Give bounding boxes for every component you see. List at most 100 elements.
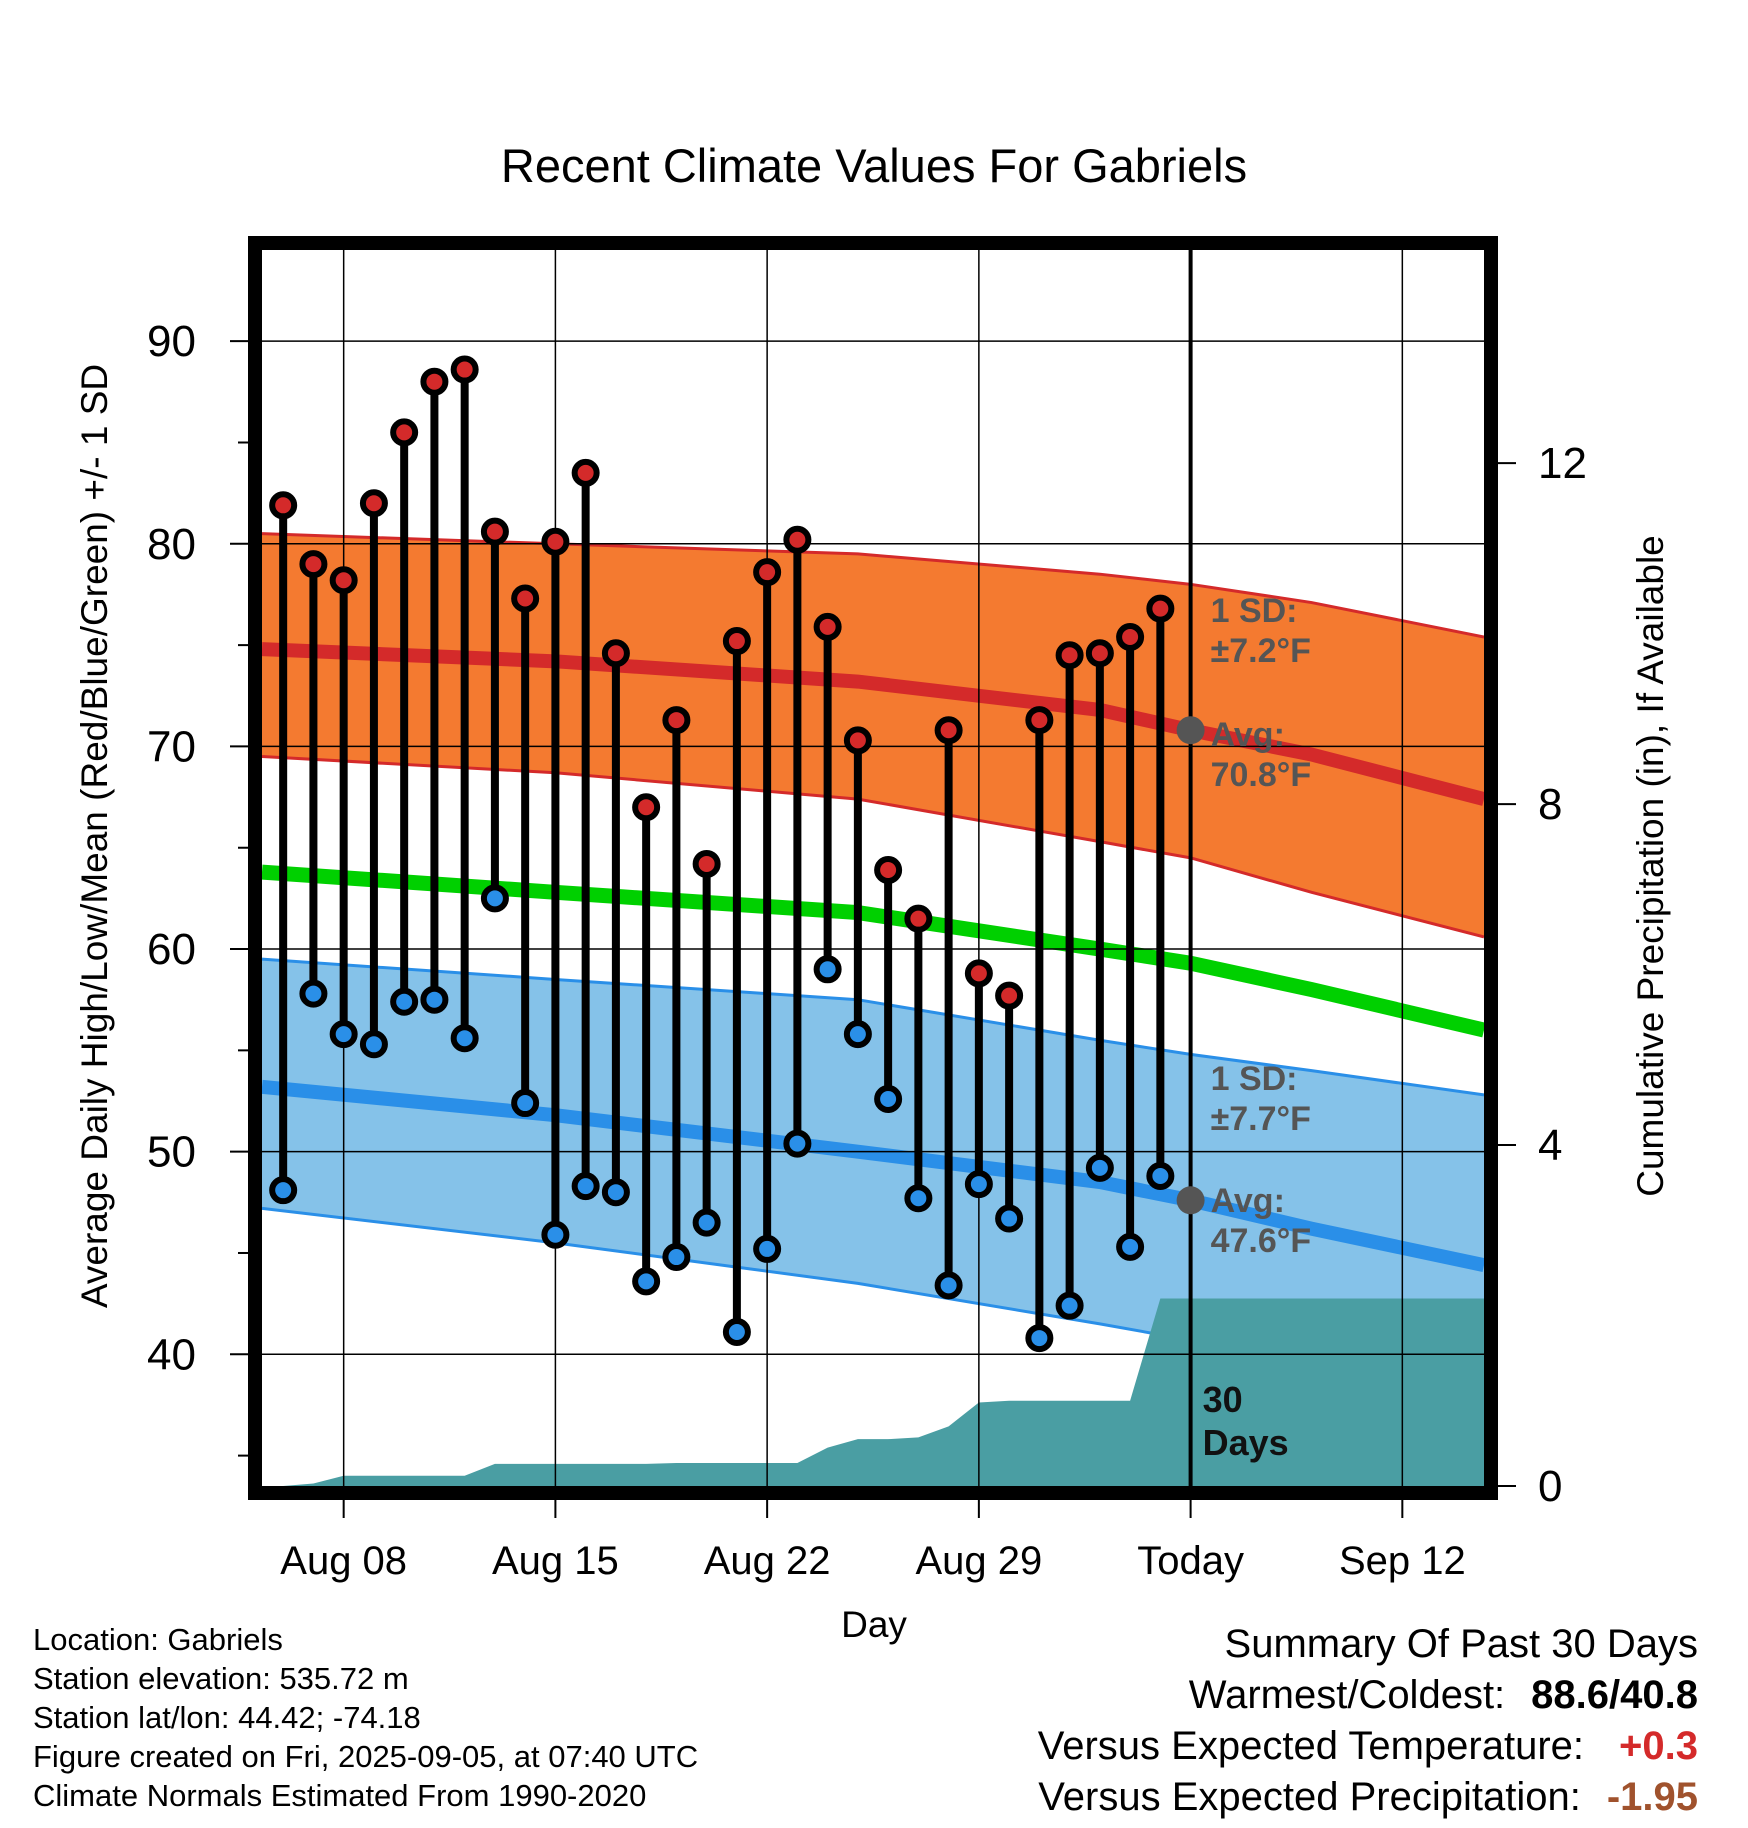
high-sd-value: ±7.2°F [1211,632,1311,670]
high-point [874,856,903,885]
high-point [995,981,1024,1010]
summary-heading: Summary Of Past 30 Days [1224,1622,1698,1666]
warmest-coldest-label: Warmest/Coldest: [1188,1673,1506,1717]
precip-anomaly-label: Versus Expected Precipitation: [1038,1775,1581,1819]
low-point [874,1084,903,1113]
low-point [541,1220,570,1249]
high-point [783,525,812,554]
y-tick-label: 60 [147,925,196,974]
latlon-text: Station lat/lon: 44.42; -74.18 [33,1700,421,1735]
x-tick-label: Aug 22 [704,1539,831,1583]
high-avg-value: 70.8°F [1211,756,1312,794]
high-point [269,491,298,520]
high-point [1116,623,1145,652]
y-tick-label: 50 [147,1128,196,1177]
x-tick-label: Aug 08 [280,1539,407,1583]
high-point [662,706,691,735]
warmest-coldest-value: 88.6/40.8 [1531,1673,1698,1717]
y2-axis-label: Cumulative Precipitation (in), If Availa… [1630,535,1671,1197]
high-point [722,627,751,656]
low-sd-band [262,959,1484,1403]
station-info: Location: Gabriels Station elevation: 53… [33,1620,698,1815]
low-point [571,1172,600,1201]
high-point [753,558,782,587]
low-point [1085,1153,1114,1182]
normals-text: Climate Normals Estimated From 1990-2020 [33,1778,647,1813]
x-tick-label: Sep 12 [1339,1539,1466,1583]
high-point [601,639,630,668]
high-point [420,367,449,396]
precip-anomaly-value: -1.95 [1606,1775,1698,1819]
high-point [904,904,933,933]
low-point [783,1129,812,1158]
high-point [1025,706,1054,735]
low-point [359,1030,388,1059]
today-low-normal-marker [1176,1186,1205,1215]
y-tick-label: 90 [147,317,196,366]
axes: 40 50 60 70 80 90 0 4 8 12 Aug 08 Aug 15 Aug 22 Aug 2… [147,236,1587,1583]
low-point [601,1178,630,1207]
high-sd-band [262,533,1484,937]
high-point [813,612,842,641]
high-point [390,418,419,447]
high-avg-label: Avg: [1211,716,1285,754]
created-text: Figure created on Fri, 2025-09-05, at 07… [33,1739,699,1774]
y-tick-label: 40 [147,1330,196,1379]
high-sd-label: 1 SD: [1211,592,1298,630]
location-text: Location: Gabriels [33,1622,283,1657]
low-point [511,1089,540,1118]
low-point [420,985,449,1014]
low-point [299,979,328,1008]
high-point [359,489,388,518]
high-point [571,458,600,487]
x-tick-label: Today [1137,1539,1244,1583]
high-point [1085,639,1114,668]
low-point [964,1170,993,1199]
low-point [632,1267,661,1296]
y-axis-label: Average Daily High/Low/Mean (Red/Blue/Gr… [74,364,115,1308]
low-point [1146,1161,1175,1190]
low-point [753,1234,782,1263]
high-point [1055,641,1084,670]
low-point [1055,1291,1084,1320]
low-point [662,1243,691,1272]
y2-tick-label: 12 [1538,439,1587,488]
precip-anomaly-row: Versus Expected Precipitation: -1.95 [1038,1772,1698,1823]
low-point [692,1208,721,1237]
low-sd-label: 1 SD: [1211,1060,1298,1098]
y2-tick-label: 4 [1538,1121,1562,1170]
high-point [1146,594,1175,623]
temp-anomaly-row: Versus Expected Temperature: +0.3 [1038,1721,1698,1772]
high-point [480,517,509,546]
low-point [904,1184,933,1213]
y-tick-label: 80 [147,520,196,569]
today-high-normal-marker [1176,716,1205,745]
temp-anomaly-value: +0.3 [1619,1724,1698,1768]
elevation-text: Station elevation: 535.72 m [33,1661,409,1696]
high-point [692,849,721,878]
low-point [722,1318,751,1347]
high-point [964,959,993,988]
precip-window-label: Days [1203,1422,1289,1463]
high-point [329,566,358,595]
high-point [934,716,963,745]
low-point [450,1024,479,1053]
low-avg-label: Avg: [1211,1182,1285,1220]
x-tick-label: Aug 29 [915,1539,1042,1583]
y-tick-label: 70 [147,722,196,771]
x-tick-label: Aug 15 [492,1539,619,1583]
low-sd-value: ±7.7°F [1211,1100,1311,1138]
high-point [450,355,479,384]
chart-title: Recent Climate Values For Gabriels [501,139,1247,192]
high-point [299,550,328,579]
y2-tick-label: 0 [1538,1462,1562,1511]
precip-window-number: 30 [1203,1379,1243,1420]
high-point [843,726,872,755]
low-point [1025,1324,1054,1353]
low-point [813,955,842,984]
y2-tick-label: 8 [1538,780,1562,829]
high-point [511,584,540,613]
plot-frame [248,236,1498,1500]
